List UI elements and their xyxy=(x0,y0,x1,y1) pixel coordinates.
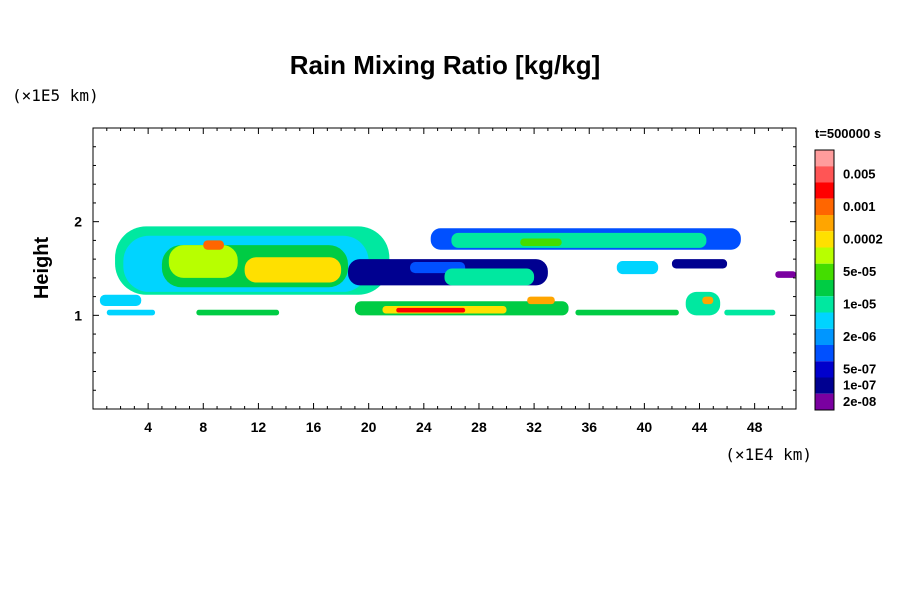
rain-region-3 xyxy=(168,245,238,278)
colorbar: 0.005 0.001 0.0002 5e-05 1e-05 2e-06 5e-07 1e-0… xyxy=(814,149,883,411)
colorbar-label: 2e-06 xyxy=(843,329,876,344)
colorbar-swatch xyxy=(815,345,834,362)
rain-region-5 xyxy=(203,240,224,250)
x-tick-label: 20 xyxy=(361,419,377,435)
colorbar-label: 5e-05 xyxy=(843,264,876,279)
colorbar-swatch xyxy=(815,312,834,329)
x-tick-label: 12 xyxy=(251,419,267,435)
colorbar-swatch xyxy=(815,328,834,345)
colorbar-frame xyxy=(814,149,835,411)
colorbar-swatch xyxy=(815,263,834,280)
plot-frame xyxy=(92,127,797,410)
colorbar-label: 0.0002 xyxy=(843,231,883,246)
colorbar-label: 1e-05 xyxy=(843,296,876,311)
x-tick-label: 36 xyxy=(581,419,597,435)
colorbar-swatch xyxy=(815,150,834,167)
rain-region-15 xyxy=(775,271,796,278)
rain-region-22 xyxy=(575,309,679,316)
rain-region-18 xyxy=(396,307,466,313)
colorbar-swatch xyxy=(815,182,834,199)
x-unit-label: (×1E4 km) xyxy=(725,445,812,464)
x-tick-label: 28 xyxy=(471,419,487,435)
colorbar-swatch xyxy=(815,215,834,232)
rain-region-23 xyxy=(685,291,721,316)
y-tick-labels: 12 xyxy=(74,214,82,324)
rain-region-14 xyxy=(671,259,728,269)
colorbar-swatch xyxy=(815,361,834,378)
colorbar-label: 2e-08 xyxy=(843,394,876,409)
x-tick-label: 24 xyxy=(416,419,432,435)
colorbar-swatch xyxy=(815,393,834,410)
y-unit-label: (×1E5 km) xyxy=(12,86,99,105)
rain-region-4 xyxy=(244,257,342,283)
rain-region-13 xyxy=(616,261,659,275)
rain-region-24 xyxy=(702,296,714,305)
x-tick-label: 44 xyxy=(692,419,708,435)
time-label: t=500000 s xyxy=(815,126,881,141)
colorbar-label: 1e-07 xyxy=(843,378,876,393)
rain-region-19 xyxy=(527,296,555,305)
rain-region-12 xyxy=(520,238,562,247)
rain-region-9 xyxy=(444,268,535,286)
rain-region-25 xyxy=(724,309,776,316)
y-tick-label: 1 xyxy=(74,307,82,323)
x-tick-labels: 4 8 12 16 20 24 28 32 36 40 44 48 xyxy=(144,419,762,435)
chart-title: Rain Mixing Ratio [kg/kg] xyxy=(290,50,601,80)
x-tick-label: 40 xyxy=(637,419,653,435)
colorbar-swatch xyxy=(815,198,834,215)
x-tick-label: 48 xyxy=(747,419,763,435)
x-tick-label: 4 xyxy=(144,419,152,435)
colorbar-swatch xyxy=(815,280,834,297)
y-axis-label: Height xyxy=(31,237,53,300)
rain-region-21 xyxy=(196,309,280,316)
rain-region-11 xyxy=(451,232,707,248)
x-tick-label: 8 xyxy=(199,419,207,435)
rain-region-20 xyxy=(106,309,156,316)
x-tick-label: 16 xyxy=(306,419,322,435)
colorbar-swatch xyxy=(815,296,834,313)
colorbar-swatch xyxy=(815,166,834,183)
colorbar-swatch xyxy=(815,247,834,264)
rain-field xyxy=(99,226,796,316)
x-tick-label: 32 xyxy=(526,419,542,435)
axis-ticks xyxy=(93,128,796,409)
rain-region-6 xyxy=(99,294,142,306)
colorbar-label: 5e-07 xyxy=(843,361,876,376)
colorbar-swatch xyxy=(815,231,834,248)
y-tick-label: 2 xyxy=(74,214,82,230)
colorbar-swatch xyxy=(815,377,834,394)
colorbar-label: 0.005 xyxy=(843,166,876,181)
colorbar-label: 0.001 xyxy=(843,199,876,214)
